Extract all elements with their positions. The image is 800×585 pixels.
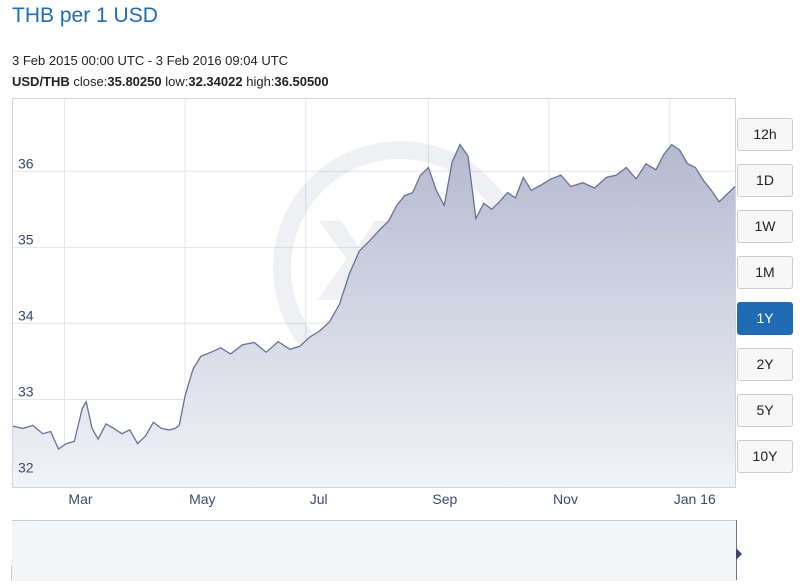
series-area — [12, 143, 736, 487]
range-button-1m[interactable]: 1M — [737, 256, 793, 289]
range-button-1y[interactable]: 1Y — [737, 302, 793, 335]
navigator-right-handle[interactable] — [735, 547, 742, 561]
x-tick-label: Sep — [432, 491, 457, 507]
low-label: low: — [165, 74, 189, 89]
chart-title: THB per 1 USD — [12, 4, 158, 27]
close-label: close: — [73, 74, 108, 89]
range-button-2y[interactable]: 2Y — [737, 348, 793, 381]
y-tick-label: 32 — [18, 460, 34, 476]
range-button-10y[interactable]: 10Y — [737, 440, 793, 473]
y-tick-label: 33 — [18, 384, 34, 400]
low-value: 32.34022 — [188, 74, 243, 89]
x-tick-label: Mar — [68, 491, 92, 507]
x-tick-label: May — [189, 491, 215, 507]
series-area-fill — [13, 144, 735, 487]
series-line — [12, 143, 736, 450]
y-axis-labels: 32 33 34 35 36 — [18, 155, 34, 475]
x-tick-label: Jan 16 — [674, 491, 716, 507]
price-stats: USD/THB close:35.80250 low:32.34022 high… — [12, 74, 329, 89]
range-selector: 12h 1D 1W 1M 1Y 2Y 5Y 10Y — [737, 118, 793, 486]
high-value: 36.50500 — [274, 74, 329, 89]
x-axis-labels: Mar May Jul Sep Nov Jan 16 — [68, 491, 716, 507]
date-range: 3 Feb 2015 00:00 UTC - 3 Feb 2016 09:04 … — [12, 53, 289, 68]
pair-label: USD/THB — [12, 74, 70, 89]
y-tick-label: 35 — [18, 231, 34, 247]
close-value: 35.80250 — [107, 74, 162, 89]
range-button-1d[interactable]: 1D — [737, 164, 793, 197]
high-label: high: — [246, 74, 275, 89]
y-tick-label: 34 — [18, 307, 34, 323]
range-button-5y[interactable]: 5Y — [737, 394, 793, 427]
x-tick-label: Jul — [310, 491, 328, 507]
range-button-1w[interactable]: 1W — [737, 210, 793, 243]
y-tick-label: 36 — [18, 155, 34, 171]
range-button-12h[interactable]: 12h — [737, 118, 793, 151]
x-tick-label: Nov — [553, 491, 578, 507]
navigator[interactable] — [12, 520, 736, 581]
